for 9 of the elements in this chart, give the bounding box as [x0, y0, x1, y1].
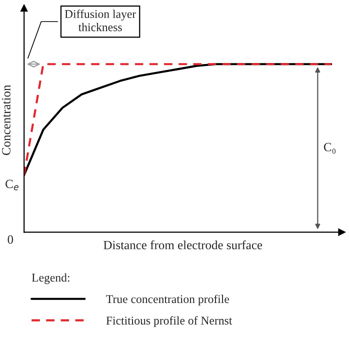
- text: 0: [8, 235, 14, 244]
- legend-title: Legend:: [32, 273, 70, 284]
- legend-label: True concentration profile: [106, 294, 230, 306]
- annotation: Diffusion layer thickness: [64, 10, 136, 32]
- legend-label: Fictitious profile of Nernst: [106, 316, 232, 327]
- annotation: C₀: [324, 142, 336, 154]
- y-axis-title: Concentration: [2, 84, 10, 156]
- text: C$_{e}$: [6, 180, 18, 190]
- x-axis-title: Distance from electrode surface: [104, 240, 262, 250]
